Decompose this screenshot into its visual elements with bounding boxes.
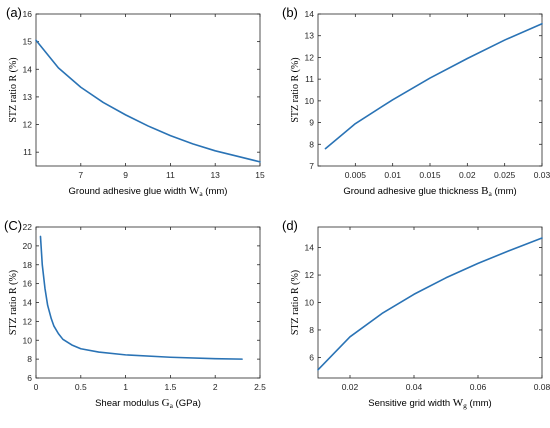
y-tick-label: 12 (23, 120, 33, 130)
chart-panel-2: (b) 7 8 9 10 11 12 13 14 0.005 0.01 0.015 0.02 0.025 0… (282, 5, 550, 198)
y-tick-label: 18 (23, 260, 33, 270)
y-tick-label: 11 (23, 147, 32, 157)
series-line (39, 235, 243, 360)
x-tick-label: 0.025 (494, 170, 516, 180)
y-tick-label: 16 (23, 9, 33, 19)
y-tick-label: 12 (305, 270, 315, 280)
x-tick-label: 11 (166, 170, 175, 180)
y-tick-label: 10 (305, 298, 315, 308)
y-tick-label: 12 (305, 52, 315, 62)
y-axis-label: STZ ratio R (%) (8, 57, 19, 122)
y-tick-label: 22 (23, 222, 33, 232)
y-tick-label: 13 (305, 31, 315, 41)
series-line (324, 22, 543, 150)
x-axis-label: Ground adhesive glue width Wa (mm) (69, 185, 228, 198)
y-tick-label: 10 (23, 335, 33, 345)
chart-panel-1: (a) 11 12 13 14 15 16 7 9 11 13 15 STZ ratio R (%) Gr… (6, 5, 265, 198)
chart-panel-3: (C) 6 8 10 12 14 16 18 20 22 0 0.5 1 1.5 2 2.5 STZ ratio… (4, 218, 266, 410)
plot-area (35, 13, 261, 167)
x-tick-label: 0.06 (470, 382, 487, 392)
x-tick-label: 0.02 (459, 170, 476, 180)
x-tick-label: 0.03 (534, 170, 550, 180)
x-tick-label: 0.015 (419, 170, 441, 180)
y-tick-label: 8 (27, 354, 32, 364)
y-axis-label: STZ ratio R (%) (290, 270, 301, 335)
panel-label: (a) (6, 5, 22, 20)
x-axis-label: Shear modulus Ga (GPa) (95, 397, 201, 410)
x-tick-label: 0.08 (534, 382, 550, 392)
y-tick-label: 12 (23, 316, 33, 326)
x-tick-label: 0 (34, 382, 39, 392)
y-tick-label: 15 (23, 37, 33, 47)
y-tick-label: 14 (305, 243, 315, 253)
y-tick-label: 8 (309, 139, 314, 149)
panel-label: (b) (282, 5, 298, 20)
x-tick-label: 2 (213, 382, 218, 392)
x-axis-label: Ground adhesive glue thickness Ba (mm) (343, 185, 516, 198)
x-tick-label: 13 (210, 170, 220, 180)
x-tick-label: 9 (123, 170, 128, 180)
y-tick-label: 6 (27, 373, 32, 383)
plot-area (317, 13, 543, 167)
y-tick-label: 9 (309, 118, 314, 128)
y-tick-label: 10 (305, 96, 315, 106)
x-tick-label: 2.5 (254, 382, 266, 392)
y-tick-label: 14 (305, 9, 315, 19)
panel-label: (d) (282, 218, 298, 233)
y-tick-label: 16 (23, 279, 33, 289)
x-axis-label: Sensitive grid width Wg (mm) (368, 397, 491, 410)
x-tick-label: 0.5 (75, 382, 87, 392)
y-tick-label: 8 (309, 325, 314, 335)
plot-area (317, 226, 543, 379)
x-tick-label: 7 (78, 170, 83, 180)
y-tick-label: 6 (309, 352, 314, 362)
x-tick-label: 1.5 (164, 382, 176, 392)
y-tick-label: 14 (23, 64, 33, 74)
x-tick-label: 1 (123, 382, 128, 392)
plot-area (35, 226, 261, 379)
chart-panel-4: (d) 6 8 10 12 14 0.02 0.04 0.06 0.08 STZ ratio R (… (282, 218, 550, 410)
y-axis-label: STZ ratio R (%) (290, 57, 301, 122)
x-tick-label: 15 (255, 170, 265, 180)
y-tick-label: 13 (23, 92, 33, 102)
y-tick-label: 14 (23, 298, 33, 308)
y-axis-label: STZ ratio R (%) (8, 270, 19, 335)
series-line (317, 237, 543, 371)
y-tick-label: 7 (309, 161, 314, 171)
x-tick-label: 0.005 (345, 170, 367, 180)
x-tick-label: 0.01 (384, 170, 401, 180)
series-line (35, 39, 261, 163)
x-tick-label: 0.04 (406, 382, 423, 392)
y-tick-label: 20 (23, 241, 33, 251)
y-tick-label: 11 (305, 74, 314, 84)
x-tick-label: 0.02 (342, 382, 359, 392)
panel-label: (C) (4, 218, 22, 233)
